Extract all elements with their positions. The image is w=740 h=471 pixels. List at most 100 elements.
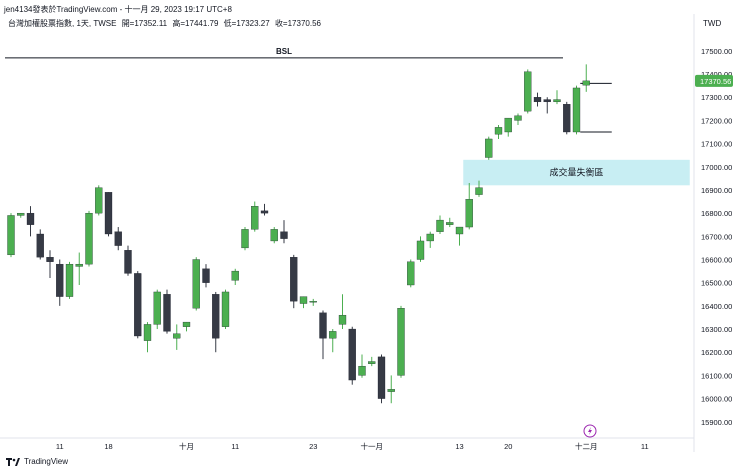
- candle-body: [319, 312, 327, 339]
- currency-label: TWD: [703, 19, 722, 28]
- tradingview-icon: [6, 457, 20, 466]
- candle-body: [504, 117, 512, 133]
- candle-body: [17, 212, 25, 216]
- candle-body: [85, 212, 93, 265]
- candle-body: [134, 273, 142, 337]
- candle-body: [270, 229, 278, 242]
- candle-body: [407, 261, 415, 286]
- candle-body: [241, 229, 249, 249]
- tradingview-brand: TradingView: [24, 457, 69, 466]
- tradingview-logo[interactable]: TradingView: [6, 457, 68, 466]
- candle-body: [212, 294, 220, 339]
- price-tick-label: 16600.00: [701, 256, 732, 265]
- time-tick-label: 23: [309, 442, 317, 451]
- candle-body: [95, 187, 103, 214]
- price-tick-label: 16800.00: [701, 209, 732, 218]
- last-price-label: 17370.56: [700, 77, 731, 86]
- price-tick-label: 16500.00: [701, 279, 732, 288]
- price-tick-label: 16700.00: [701, 232, 732, 241]
- candle-body: [202, 268, 210, 283]
- ohlc-open: 開=17352.11: [121, 19, 168, 28]
- price-tick-label: 17400.00: [701, 70, 732, 79]
- price-tick-label: 17300.00: [701, 93, 732, 102]
- lightning-bolt: [588, 427, 592, 435]
- candle-body: [192, 259, 200, 309]
- price-tick-label: 17200.00: [701, 116, 732, 125]
- candle-body: [221, 291, 230, 327]
- candle-body: [563, 104, 571, 133]
- time-tick-label: 11: [231, 442, 239, 451]
- candle-body: [446, 222, 454, 225]
- candle-body: [143, 324, 152, 341]
- time-tick-label: 11: [56, 442, 64, 451]
- candle-body: [7, 215, 15, 256]
- candle-body: [524, 71, 532, 112]
- candle-body: [416, 240, 425, 260]
- imbalance-zone-label: 成交量失衡區: [549, 167, 603, 178]
- candle-body: [329, 331, 337, 339]
- candle-body: [36, 233, 44, 258]
- last-price-marker: [695, 74, 733, 87]
- candle-body: [533, 97, 542, 103]
- candle-body: [436, 219, 444, 232]
- candle-body: [163, 294, 171, 332]
- candle-body: [358, 365, 366, 376]
- price-tick-label: 16200.00: [701, 348, 732, 357]
- ohlc-low: 低=17323.27: [223, 19, 270, 28]
- candle-body: [182, 321, 191, 327]
- candle-body: [124, 250, 132, 274]
- price-tick-label: 17100.00: [701, 140, 732, 149]
- candle-body: [104, 192, 113, 235]
- candle-body: [75, 263, 83, 267]
- time-tick-label: 20: [504, 442, 512, 451]
- candle-body: [455, 226, 464, 235]
- candle-body: [299, 296, 308, 304]
- ohlc-close: 收=17370.56: [274, 19, 321, 28]
- lightning-icon: [583, 424, 597, 438]
- candle-body: [465, 199, 473, 228]
- price-tick-label: 16100.00: [701, 371, 732, 380]
- candle-body: [46, 257, 54, 262]
- candle-body: [65, 263, 74, 297]
- axis-layer: 15900.00 16000.00 16100.00 16200.00 16300.00…: [0, 14, 733, 452]
- imbalance-zone: [463, 159, 690, 186]
- price-tick-label: 16400.00: [701, 302, 732, 311]
- candle-body: [553, 99, 561, 103]
- candle-body: [514, 115, 522, 121]
- candle-body: [397, 308, 405, 376]
- candle-body: [494, 127, 503, 135]
- price-tick-label: 16000.00: [701, 395, 732, 404]
- time-tick-label: 十一月: [361, 441, 384, 451]
- price-tick-label: 16900.00: [701, 186, 732, 195]
- candle-body: [251, 206, 259, 230]
- candle-body: [543, 99, 551, 103]
- time-tick-label: 13: [455, 442, 463, 451]
- bsl-label: BSL: [276, 47, 292, 56]
- price-tick-label: 16300.00: [701, 325, 732, 334]
- candle-body: [290, 257, 298, 302]
- candle-layer: [7, 64, 590, 404]
- candle-body: [114, 231, 122, 246]
- ohlc-high: 高=17441.79: [172, 19, 219, 28]
- candle-body: [348, 328, 356, 381]
- candle-body: [309, 301, 317, 303]
- symbol-label[interactable]: 台灣加權股票指數, 1天, TWSE: [8, 19, 117, 28]
- candle-body: [377, 356, 386, 399]
- time-tick-label: 11: [641, 442, 649, 451]
- candle-body: [387, 389, 395, 392]
- candle-body: [338, 314, 347, 325]
- candle-body: [173, 333, 181, 339]
- price-tick-label: 17500.00: [701, 47, 732, 56]
- ohlc-line: 台灣加權股票指數, 1天, TWSE 開=17352.11 高=17441.79…: [8, 18, 324, 29]
- publisher-line: jen4134發表於TradingView.com - 十一月 29, 2023…: [4, 5, 232, 14]
- time-tick-label: 十二月: [575, 441, 598, 451]
- candle-body: [26, 212, 35, 225]
- price-tick-label: 15900.00: [701, 418, 732, 427]
- candle-body: [582, 80, 590, 86]
- candle-body: [426, 233, 434, 242]
- candle-body: [280, 231, 288, 239]
- price-tick-label: 17000.00: [701, 163, 732, 172]
- candle-body: [475, 187, 483, 195]
